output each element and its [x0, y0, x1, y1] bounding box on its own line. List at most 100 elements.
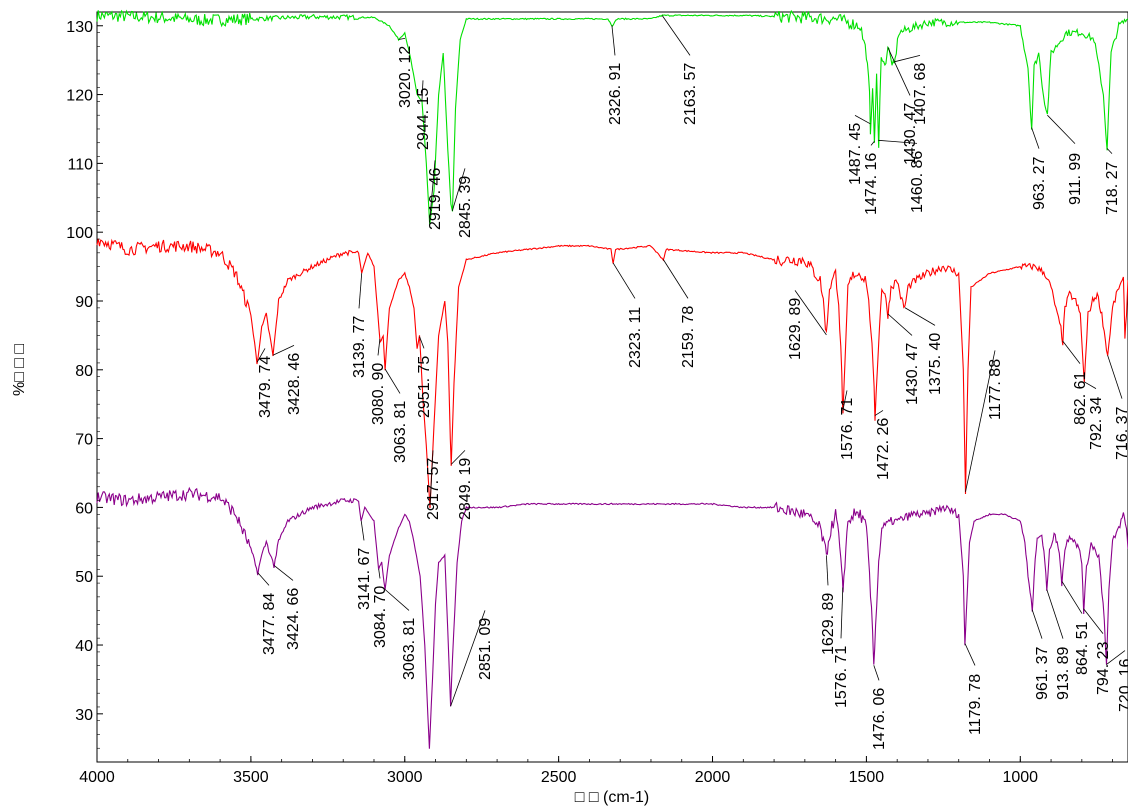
- peak-label-red: 2849. 19: [457, 458, 474, 520]
- peak-label-red: 1629. 89: [787, 298, 804, 360]
- peak-label-purple: 961. 37: [1034, 647, 1051, 700]
- peak-label-purple: 794. 23: [1095, 642, 1112, 695]
- peak-leader-line: [451, 168, 466, 212]
- series-red-line: [96, 238, 1128, 509]
- peak-leader-line: [965, 350, 996, 492]
- y-tick-label: 60: [75, 500, 93, 517]
- peak-label-green: 2919. 46: [427, 168, 444, 230]
- x-tick-label: 1500: [849, 769, 885, 786]
- peak-label-green: 718. 27: [1104, 162, 1121, 215]
- x-tick-label: 2000: [695, 769, 731, 786]
- peak-label-red: 3428. 46: [286, 353, 303, 415]
- peak-label-purple: 913. 89: [1055, 647, 1072, 700]
- peak-leader-line: [272, 345, 295, 356]
- peak-label-green: 963. 27: [1031, 157, 1048, 210]
- x-axis-title: □ □ (cm-1): [575, 789, 649, 806]
- peak-leader-line: [257, 572, 270, 586]
- x-tick-label: 1000: [1002, 769, 1038, 786]
- peak-leader-line: [874, 410, 884, 416]
- peak-label-green: 3020. 12: [397, 46, 414, 108]
- peak-label-red: 2951. 75: [416, 356, 433, 418]
- peak-label-green: 1474. 16: [863, 153, 880, 215]
- peak-label-purple: 3084. 70: [372, 586, 389, 648]
- peak-label-red: 3139. 77: [351, 316, 368, 378]
- peak-leader-line: [450, 610, 486, 707]
- peak-leader-line: [661, 15, 691, 56]
- peak-label-purple: 3063. 81: [401, 618, 418, 680]
- peak-label-red: 3479. 74: [257, 356, 274, 418]
- y-axis-title: %□ □ □: [11, 344, 28, 396]
- peak-leader-line: [1031, 127, 1040, 149]
- plot-frame: [96, 11, 1128, 763]
- peak-leader-line: [1031, 609, 1043, 639]
- peak-leader-line: [450, 450, 466, 465]
- y-tick-label: 90: [75, 294, 93, 311]
- peak-leader-line: [360, 520, 365, 541]
- peak-label-green: 1407. 68: [912, 63, 929, 125]
- peak-label-red: 1430. 47: [904, 343, 921, 405]
- peak-leader-line: [878, 139, 918, 144]
- peak-leader-line: [611, 25, 616, 56]
- series-layer: [96, 9, 1128, 749]
- series-purple-line: [96, 486, 1128, 749]
- y-tick-label: 120: [66, 88, 93, 105]
- peak-label-purple: 1179. 78: [967, 674, 984, 735]
- y-tick-label: 30: [75, 707, 93, 724]
- peak-label-purple: 720. 16: [1117, 659, 1128, 712]
- peak-label-purple: 3477. 84: [261, 593, 278, 655]
- peak-leader-line: [826, 555, 829, 586]
- peak-label-red: 1472. 26: [875, 418, 892, 480]
- peak-label-red: 792. 34: [1088, 397, 1105, 450]
- peak-leader-line: [1061, 581, 1083, 614]
- peak-leader-line: [854, 115, 871, 125]
- peak-label-red: 3080. 90: [370, 363, 387, 425]
- series-green-line: [96, 9, 1128, 225]
- peak-label-red: 1576. 71: [839, 398, 856, 460]
- axes: 4000 3500 3000 2500 2000 1500 1000 30 40 50 60 70 80…: [66, 19, 1114, 786]
- peak-leader-line: [419, 336, 425, 349]
- peak-label-red: 1177. 88: [987, 359, 1004, 420]
- x-tick-label: 3500: [233, 769, 269, 786]
- peak-label-purple: 864. 51: [1074, 622, 1091, 675]
- peak-leader-line: [1083, 608, 1104, 634]
- peak-label-green: 2845. 39: [457, 176, 474, 238]
- peak-leader-line: [873, 665, 880, 681]
- peak-leader-line: [887, 47, 911, 96]
- x-tick-label: 4000: [79, 769, 115, 786]
- peak-leader-line: [384, 368, 401, 394]
- peak-label-green: 2163. 57: [682, 63, 699, 125]
- peak-leader-line: [887, 313, 913, 336]
- peak-label-purple: 1476. 06: [871, 688, 888, 750]
- peak-leader-line: [256, 348, 266, 363]
- peak-leader-line: [870, 141, 875, 146]
- peak-leader-line: [842, 390, 848, 411]
- plot-area: [96, 11, 1128, 763]
- y-tick-label: 130: [66, 19, 93, 36]
- peak-label-purple: 3424. 66: [285, 588, 302, 650]
- x-tick-label: 3000: [387, 769, 423, 786]
- y-tick-label: 100: [66, 225, 93, 242]
- peak-leader-line: [794, 290, 827, 336]
- peak-leader-line: [273, 565, 294, 581]
- y-tick-label: 40: [75, 638, 93, 655]
- peak-label-red: 716. 37: [1114, 407, 1128, 460]
- peak-leader-line: [904, 307, 936, 326]
- peak-label-green: 1430. 47: [902, 103, 919, 165]
- y-tick-label: 110: [67, 156, 93, 173]
- peak-leader-line: [964, 643, 976, 666]
- peak-leader-line: [1062, 340, 1081, 364]
- peak-leader-line: [421, 80, 424, 102]
- peak-leader-line: [840, 587, 844, 639]
- peak-leader-line: [1106, 148, 1113, 154]
- peak-label-red: 3063. 81: [392, 401, 409, 463]
- peak-label-green: 911. 99: [1067, 153, 1084, 205]
- peak-label-green: 2326. 91: [607, 63, 624, 125]
- peak-leader-line: [429, 160, 436, 223]
- peak-label-purple: 1629. 89: [820, 593, 837, 655]
- peak-label-red: 2917. 57: [425, 458, 442, 520]
- y-tick-label: 50: [75, 569, 93, 586]
- peak-label-green: 1487. 45: [847, 123, 864, 185]
- peak-label-purple: 3141. 67: [356, 548, 373, 610]
